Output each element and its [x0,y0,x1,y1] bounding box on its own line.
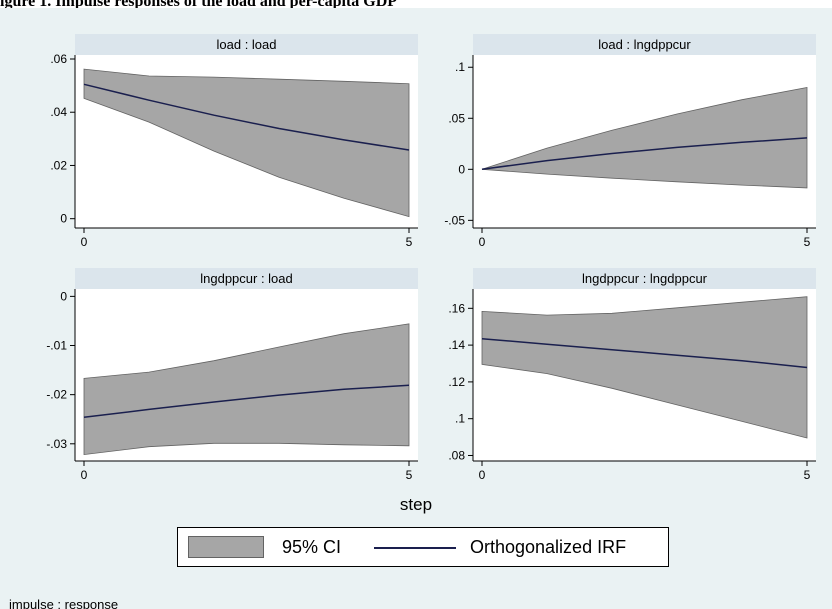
panel-title-1: load : load [217,37,277,52]
x-axis-label: step [399,495,433,514]
x-tick-label-2-2: 5 [804,235,811,249]
y-tick-label-3-1: -.03 [46,437,67,451]
panel-header-4 [473,268,816,289]
y-tick-label-2-3: .05 [448,111,465,125]
legend: 95% CI Orthogonalized IRF [177,527,669,567]
irf-line-3 [83,384,410,419]
y-tick-label-4-1: .08 [448,448,465,462]
irf-chart: load : load 0 .02 .04 .06 0 5 load : lngdppcur -… [46,34,816,482]
irf-line-4 [481,337,808,369]
irf-line-1 [83,83,410,151]
panel-header-1 [75,34,418,55]
panel-title-2: load : lngdppcur [598,37,691,52]
y-tick-label-4-2: .1 [455,412,465,426]
y-tick-label-1-3: .04 [50,105,67,119]
legend-ci-label: 95% CI [282,537,342,557]
x-tick-label-1-1: 0 [81,235,88,249]
ci-band-2 [481,87,808,189]
y-tick-label-4-3: .12 [448,375,465,389]
legend-irf-label: Orthogonalized IRF [470,537,627,557]
legend-irf-line [374,547,456,549]
ci-band-4 [481,296,808,439]
irf-line-2 [481,137,808,171]
x-tick-label-4-2: 5 [804,468,811,482]
y-tick-label-1-2: .02 [50,158,67,172]
chart-note: impulse : response [9,597,119,609]
y-tick-label-1-4: .06 [50,52,67,66]
y-tick-label-3-3: -.01 [46,339,67,353]
y-tick-label-2-1: -.05 [444,213,465,227]
x-tick-label-1-2: 5 [406,235,413,249]
y-tick-label-3-4: 0 [60,289,67,303]
y-tick-label-4-4: .14 [448,338,465,352]
x-tick-label-3-2: 5 [406,468,413,482]
panel-header-2 [473,34,816,55]
panel-title-4: lngdppcur : lngdppcur [582,271,708,286]
x-tick-label-4-1: 0 [479,468,486,482]
panel-header-3 [75,268,418,289]
y-tick-label-4-5: .16 [448,301,465,315]
y-tick-label-1-1: 0 [60,212,67,226]
ci-band-3 [83,323,410,456]
panel-title-3: lngdppcur : load [200,271,293,286]
legend-ci-swatch [188,536,264,558]
graph-area: load : load 0 .02 .04 .06 0 5 load : lngdppcur -… [0,8,832,609]
ci-band-1 [83,68,410,218]
x-tick-label-3-1: 0 [81,468,88,482]
y-tick-label-2-4: .1 [455,60,465,74]
y-tick-label-3-2: -.02 [46,388,67,402]
y-tick-label-2-2: 0 [458,162,465,176]
x-tick-label-2-1: 0 [479,235,486,249]
